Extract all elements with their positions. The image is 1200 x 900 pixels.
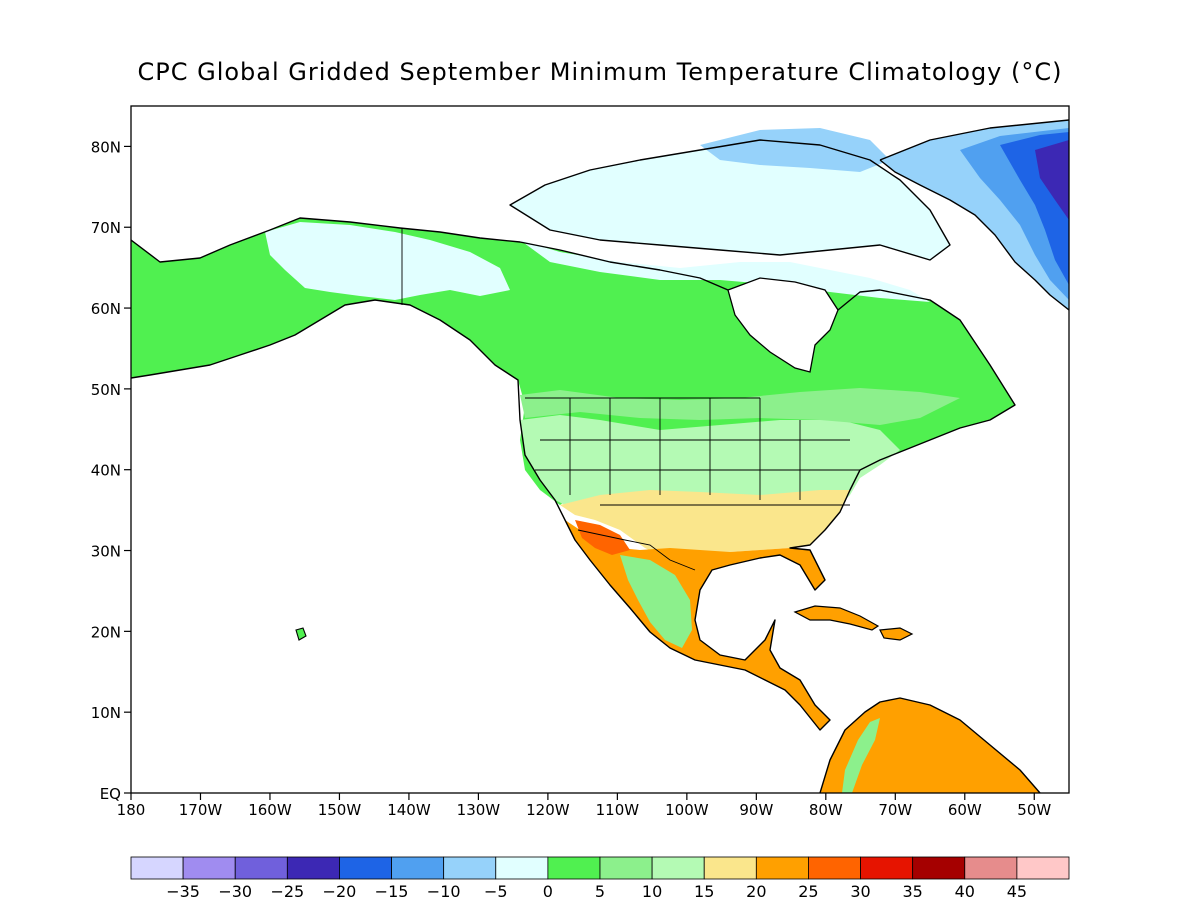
colorbar-swatch bbox=[391, 856, 445, 880]
colorbar: −35 −30 −25 −20 −15 −10 −5 0 5 10 15 20 25 30 35 40 45 bbox=[130, 856, 1070, 900]
y-tick-label: 40N bbox=[91, 462, 121, 480]
colorbar-swatch bbox=[808, 856, 861, 880]
colorbar-label: 45 bbox=[1007, 882, 1027, 900]
region-greenland-peak bbox=[1035, 140, 1069, 220]
x-tick-label: 60W bbox=[948, 801, 982, 819]
y-tick-label: 30N bbox=[91, 543, 121, 561]
colorbar-label: 25 bbox=[798, 882, 818, 900]
region-hispaniola bbox=[879, 627, 914, 641]
colorbar-label: 5 bbox=[595, 882, 605, 900]
y-tick-label: 10N bbox=[91, 704, 121, 722]
x-tick-label: 50W bbox=[1017, 801, 1051, 819]
colorbar-swatch bbox=[130, 856, 184, 880]
region-southern-us-warm bbox=[560, 490, 850, 560]
x-tick-label: 90W bbox=[739, 801, 773, 819]
x-tick-label: 170W bbox=[179, 801, 223, 819]
colorbar-swatch bbox=[1016, 856, 1070, 880]
border-us-mexico bbox=[577, 529, 696, 571]
colorbar-swatch bbox=[860, 856, 914, 880]
map-field bbox=[131, 119, 1069, 793]
region-andes-cool bbox=[842, 718, 880, 793]
colorbar-label: 35 bbox=[902, 882, 922, 900]
colorbar-swatch bbox=[651, 856, 705, 880]
y-tick-label: 20N bbox=[91, 623, 121, 641]
x-tick-label: 120W bbox=[526, 801, 570, 819]
region-sonora-hot bbox=[575, 520, 630, 555]
colorbar-label: 0 bbox=[543, 882, 553, 900]
x-tick-label: 70W bbox=[878, 801, 912, 819]
colorbar-label: 10 bbox=[642, 882, 662, 900]
colorbar-swatch bbox=[234, 856, 288, 880]
colorbar-swatch bbox=[443, 856, 497, 880]
colorbar-label: −30 bbox=[218, 882, 252, 900]
colorbar-swatch bbox=[339, 856, 392, 880]
region-alaska-tundra bbox=[265, 222, 510, 300]
colorbar-label: 30 bbox=[850, 882, 870, 900]
region-cuba bbox=[793, 605, 880, 631]
x-tick-label: 110W bbox=[596, 801, 640, 819]
colorbar-swatch bbox=[912, 856, 966, 880]
border-us-states bbox=[535, 398, 860, 506]
x-tick-label: 160W bbox=[248, 801, 292, 819]
colorbar-label: 20 bbox=[746, 882, 766, 900]
coastline-arctic bbox=[509, 139, 951, 261]
region-mexico-highlands bbox=[620, 555, 692, 648]
colorbar-swatch bbox=[495, 856, 549, 880]
colorbar-label: −25 bbox=[270, 882, 304, 900]
colorbar-swatch bbox=[286, 856, 340, 880]
region-arctic-coast-cold bbox=[520, 240, 930, 302]
x-tick-label: 180 bbox=[117, 801, 146, 819]
colorbar-label: −10 bbox=[427, 882, 461, 900]
map-title: CPC Global Gridded September Minimum Tem… bbox=[137, 58, 1063, 86]
x-tick-label: 80W bbox=[809, 801, 843, 819]
colorbar-label: −20 bbox=[323, 882, 357, 900]
colorbar-swatch bbox=[755, 856, 809, 880]
plot-frame bbox=[130, 105, 1070, 794]
coastline-south-america bbox=[819, 697, 1041, 793]
x-tick-label: 140W bbox=[387, 801, 431, 819]
region-mid-latitude-medium bbox=[520, 388, 960, 425]
colorbar-swatch bbox=[599, 856, 653, 880]
y-tick-label: 60N bbox=[91, 300, 121, 318]
colorbar-label: −15 bbox=[375, 882, 409, 900]
colorbar-label: −5 bbox=[484, 882, 508, 900]
x-tick-label: 100W bbox=[665, 801, 709, 819]
colorbar-label: 40 bbox=[955, 882, 975, 900]
colorbar-swatch bbox=[703, 856, 757, 880]
colorbar-label: 15 bbox=[694, 882, 714, 900]
colorbar-swatch bbox=[964, 856, 1018, 880]
y-tick-label: 50N bbox=[91, 381, 121, 399]
colorbar-swatch bbox=[547, 856, 601, 880]
region-hudson-bay bbox=[727, 277, 839, 373]
colorbar-swatch bbox=[182, 856, 236, 880]
region-hawaii bbox=[295, 627, 307, 641]
coastline-greenland bbox=[879, 119, 1069, 311]
border-us-canada bbox=[401, 228, 760, 399]
region-arctic-islands-cold bbox=[700, 128, 890, 172]
y-tick-label: EQ bbox=[100, 785, 121, 803]
x-tick-label: 150W bbox=[318, 801, 362, 819]
y-tick-label: 80N bbox=[91, 138, 121, 156]
coastline-north-america bbox=[131, 217, 1016, 731]
colorbar-label: −35 bbox=[166, 882, 200, 900]
x-tick-label: 130W bbox=[457, 801, 501, 819]
y-tick-label: 70N bbox=[91, 219, 121, 237]
